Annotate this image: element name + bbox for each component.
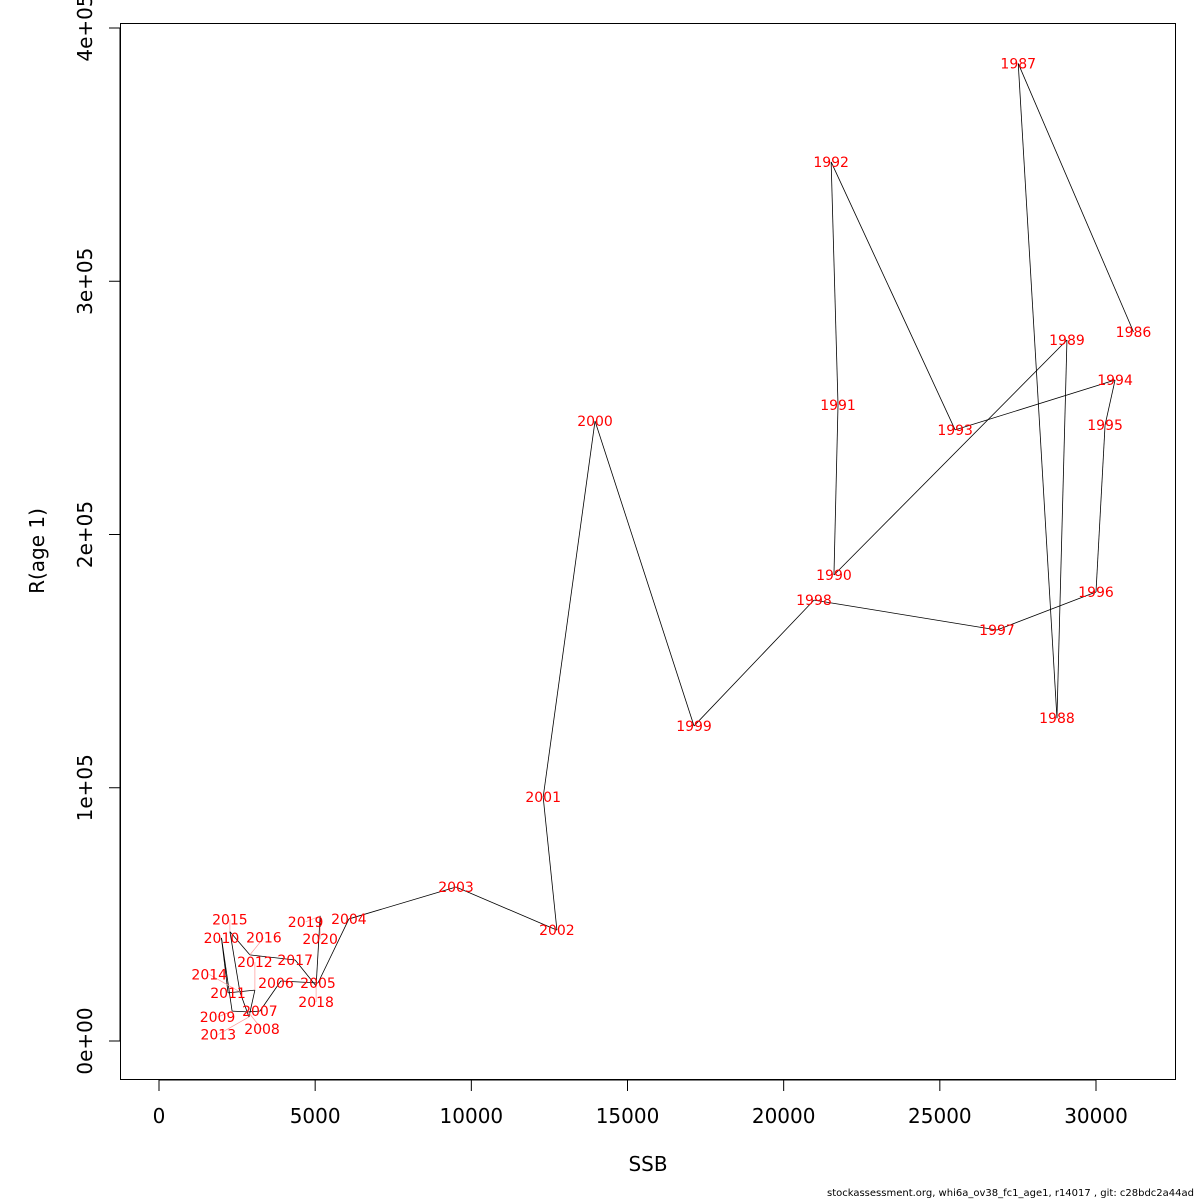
- leader-line-2013: [218, 1016, 250, 1035]
- point-label-1996: 1996: [1078, 585, 1114, 601]
- x-tick-label: 15000: [596, 1104, 660, 1128]
- segment-2013-2014: [239, 991, 250, 1018]
- segment-1999-2000: [594, 420, 695, 727]
- point-label-2008: 2008: [244, 1022, 280, 1038]
- label-leader-lines: [209, 915, 321, 1035]
- segment-2006-2007: [259, 980, 282, 1012]
- segment-2003-2004: [348, 886, 457, 920]
- segment-1995-1996: [1095, 425, 1106, 593]
- point-label-1991: 1991: [820, 398, 856, 414]
- leader-line-2009: [217, 1010, 233, 1018]
- segment-1998-1999: [693, 599, 815, 727]
- segment-1988-1989: [1056, 339, 1068, 719]
- point-label-2019: 2019: [288, 915, 324, 931]
- segment-2005-2006: [280, 980, 318, 984]
- segment-1996-1997: [996, 591, 1097, 631]
- year-labels: 1986 1987 1988 1989 1990 1991 1992 1993 1994 1995…: [191, 56, 1151, 1043]
- point-label-2009: 2009: [200, 1010, 236, 1026]
- point-label-1992: 1992: [813, 155, 849, 171]
- series-path: [221, 63, 1134, 1018]
- segment-2018-2019: [315, 915, 321, 987]
- segment-1992-1993: [830, 161, 956, 431]
- point-label-2006: 2006: [258, 976, 294, 992]
- segment-2012-2013: [248, 990, 256, 1018]
- segment-2001-2002: [542, 797, 558, 931]
- segment-2016-2017: [249, 954, 296, 961]
- segment-1986-1987: [1017, 63, 1134, 333]
- segment-2014-2015: [229, 931, 241, 992]
- point-label-2004: 2004: [331, 912, 367, 928]
- point-label-1986: 1986: [1116, 325, 1152, 341]
- footer-credit: stockassessment.org, whi6a_ov38_fc1_age1…: [826, 1188, 1194, 1199]
- point-label-2014: 2014: [191, 967, 227, 983]
- x-tick-label: 5000: [290, 1104, 341, 1128]
- y-tick-label: 4e+05: [73, 0, 97, 62]
- point-label-1994: 1994: [1097, 373, 1133, 389]
- y-tick-label: 0e+00: [73, 1007, 97, 1074]
- x-tick-label: 20000: [752, 1104, 816, 1128]
- point-label-2012: 2012: [237, 955, 273, 971]
- y-tick-label: 3e+05: [73, 248, 97, 315]
- segment-1987-1988: [1017, 63, 1058, 719]
- point-label-2013: 2013: [200, 1027, 236, 1043]
- point-label-1988: 1988: [1039, 711, 1075, 727]
- segment-1989-1990: [833, 339, 1068, 576]
- plot-frame: [120, 23, 1176, 1080]
- y-axis: 0e+00 1e+05 2e+05 3e+05 4e+05: [73, 0, 121, 1075]
- leader-line-2008: [247, 1011, 263, 1030]
- x-tick-label: 25000: [908, 1104, 972, 1128]
- point-label-2000: 2000: [577, 414, 613, 430]
- point-label-2017: 2017: [277, 953, 313, 969]
- point-label-1998: 1998: [796, 593, 832, 609]
- leader-line-2019: [305, 915, 321, 923]
- point-label-2018: 2018: [298, 995, 334, 1011]
- segment-1993-1994: [955, 379, 1116, 431]
- segment-2015-2016: [229, 931, 251, 956]
- point-label-2003: 2003: [438, 880, 474, 896]
- point-label-2016: 2016: [246, 931, 282, 947]
- y-axis-label: R(age 1): [25, 508, 49, 594]
- segment-2010-2011: [221, 937, 229, 993]
- point-label-1999: 1999: [676, 719, 712, 735]
- point-label-1993: 1993: [937, 423, 973, 439]
- point-label-2007: 2007: [242, 1004, 278, 1020]
- leader-line-2014: [209, 974, 241, 993]
- point-label-2011: 2011: [210, 986, 246, 1002]
- x-axis-label: SSB: [628, 1152, 667, 1176]
- segment-1991-1992: [830, 161, 839, 406]
- x-tick-label: 30000: [1064, 1104, 1128, 1128]
- x-tick-label: 0: [153, 1104, 166, 1128]
- x-axis: 0 5000 10000 15000 20000 25000 30000: [153, 1079, 1128, 1128]
- segment-1997-1998: [813, 599, 998, 631]
- segment-2000-2001: [542, 420, 596, 798]
- x-tick-label: 10000: [440, 1104, 504, 1128]
- point-label-1990: 1990: [816, 568, 852, 584]
- segment-2008-2009: [232, 1010, 249, 1013]
- y-tick-label: 2e+05: [73, 501, 97, 568]
- y-tick-label: 1e+05: [73, 754, 97, 821]
- point-label-2020: 2020: [302, 932, 338, 948]
- point-label-1987: 1987: [1000, 56, 1036, 72]
- point-label-1997: 1997: [979, 623, 1015, 639]
- leader-line-2016: [249, 937, 265, 956]
- segment-1990-1991: [833, 405, 839, 576]
- segment-1994-1995: [1104, 379, 1116, 426]
- point-label-2010: 2010: [204, 931, 240, 947]
- point-label-1995: 1995: [1087, 418, 1123, 434]
- segment-2004-2005: [317, 918, 350, 984]
- point-label-1989: 1989: [1049, 333, 1085, 349]
- point-label-2015: 2015: [212, 913, 248, 929]
- point-label-2001: 2001: [525, 790, 561, 806]
- point-label-2005: 2005: [300, 976, 336, 992]
- segment-2011-2012: [227, 989, 255, 994]
- point-label-2002: 2002: [539, 923, 575, 939]
- segment-2017-2018: [294, 959, 317, 987]
- segment-2002-2003: [455, 886, 558, 931]
